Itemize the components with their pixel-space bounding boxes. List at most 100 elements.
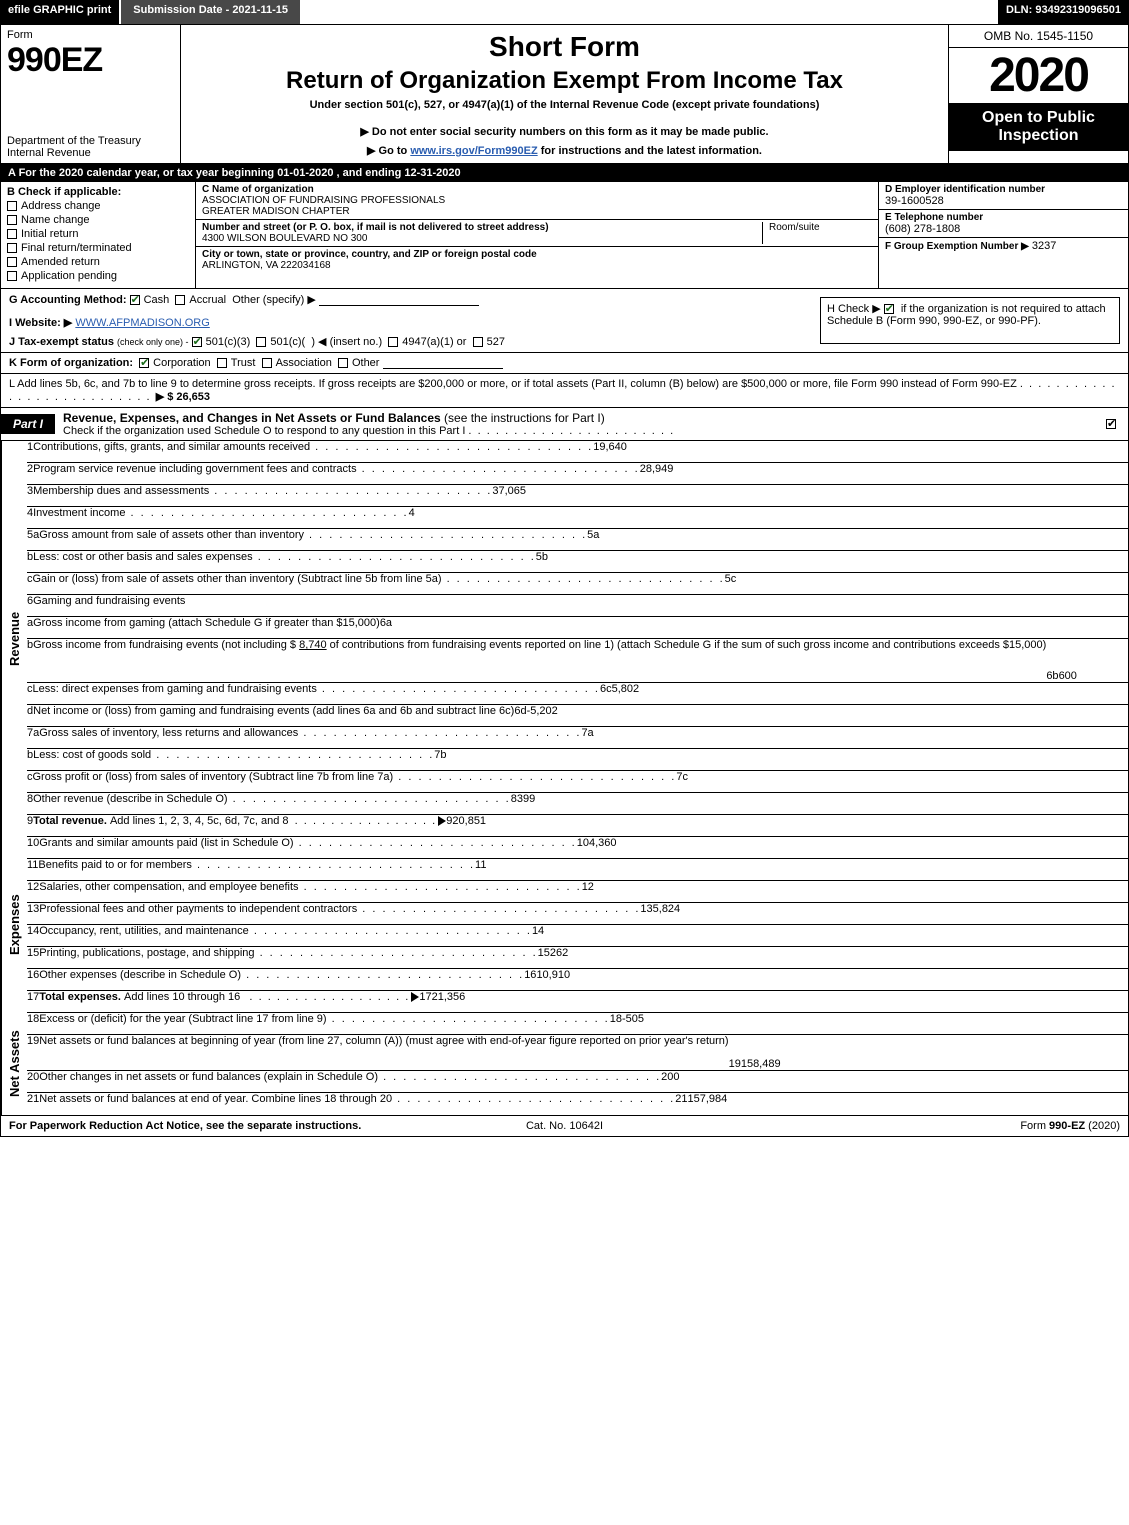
j-opt2-post: ) ◀ (insert no.)	[311, 336, 382, 348]
box-def: D Employer identification number 39-1600…	[878, 182, 1128, 288]
tel-label: E Telephone number	[885, 212, 1122, 223]
ln-17: 17	[27, 991, 39, 1012]
tel-value: (608) 278-1808	[885, 223, 1122, 235]
cb-part1-scho[interactable]	[1106, 419, 1116, 429]
expenses-block: Expenses 10Grants and similar amounts pa…	[0, 837, 1129, 1013]
num-5c: 5c	[725, 573, 737, 594]
row-l: L Add lines 5b, 6c, and 7b to line 9 to …	[0, 374, 1129, 408]
cb-other-org[interactable]	[338, 358, 348, 368]
topbar-spacer	[300, 0, 998, 24]
ln-16: 16	[27, 969, 39, 990]
amt-16: 10,910	[536, 969, 570, 990]
desc-8: Other revenue (describe in Schedule O)	[33, 793, 511, 814]
cb-trust[interactable]	[217, 358, 227, 368]
amt-15: 262	[550, 947, 568, 968]
cb-address-change-label: Address change	[21, 200, 101, 212]
goto-pre: ▶ Go to	[367, 145, 410, 157]
ein-value: 39-1600528	[885, 195, 1122, 207]
il-5a: 5a	[587, 529, 599, 550]
org-name-label: C Name of organization	[202, 184, 872, 195]
desc-6c: Less: direct expenses from gaming and fu…	[33, 683, 600, 704]
num-15: 15	[538, 947, 550, 968]
ln-5a: 5a	[27, 529, 39, 550]
form-word: Form	[7, 29, 174, 41]
net-assets-side-label: Net Assets	[1, 1013, 27, 1115]
desc-4: Investment income	[33, 507, 408, 528]
desc-6b: Gross income from fundraising events (no…	[33, 639, 1046, 682]
desc-9: Total revenue. Add lines 1, 2, 3, 4, 5c,…	[33, 815, 438, 836]
amt-10: 4,360	[589, 837, 617, 858]
amt-3: 7,065	[499, 485, 527, 506]
revenue-side-label: Revenue	[1, 441, 27, 837]
cb-address-change[interactable]	[7, 201, 17, 211]
desc-20: Other changes in net assets or fund bala…	[39, 1071, 661, 1092]
cb-501c3[interactable]	[192, 337, 202, 347]
page-footer: For Paperwork Reduction Act Notice, see …	[0, 1116, 1129, 1137]
cb-final-return[interactable]	[7, 243, 17, 253]
open-inspection: Open to Public Inspection	[949, 103, 1128, 151]
cb-assoc[interactable]	[262, 358, 272, 368]
org-name-1: ASSOCIATION OF FUNDRAISING PROFESSIONALS	[202, 195, 872, 206]
city-value: ARLINGTON, VA 222034168	[202, 260, 872, 271]
l-text: L Add lines 5b, 6c, and 7b to line 9 to …	[9, 378, 1017, 390]
amt-17: 21,356	[432, 991, 466, 1012]
under-section: Under section 501(c), 527, or 4947(a)(1)…	[191, 99, 938, 111]
cb-accrual[interactable]	[175, 295, 185, 305]
cb-cash[interactable]	[130, 295, 140, 305]
row-k: K Form of organization: Corporation Trus…	[0, 353, 1129, 374]
amt-18: -505	[622, 1013, 644, 1034]
cb-4947[interactable]	[388, 337, 398, 347]
l-amount: ▶ $ 26,653	[156, 391, 210, 403]
desc-15: Printing, publications, postage, and shi…	[39, 947, 537, 968]
ein-label: D Employer identification number	[885, 184, 1122, 195]
footer-left: For Paperwork Reduction Act Notice, see …	[9, 1120, 379, 1132]
desc-19: Net assets or fund balances at beginning…	[39, 1035, 728, 1070]
header-center: Short Form Return of Organization Exempt…	[181, 25, 948, 163]
cb-h[interactable]	[884, 304, 894, 314]
j-opt4: 527	[487, 336, 505, 348]
grp-value: 3237	[1032, 240, 1056, 252]
short-form-title: Short Form	[191, 31, 938, 63]
addr-value: 4300 WILSON BOULEVARD NO 300	[202, 233, 762, 244]
row-g: G Accounting Method: Cash Accrual Other …	[9, 293, 812, 348]
amt-20: 0	[673, 1071, 679, 1092]
cb-527[interactable]	[473, 337, 483, 347]
irs-link[interactable]: www.irs.gov/Form990EZ	[410, 145, 537, 157]
org-name-2: GREATER MADISON CHAPTER	[202, 206, 872, 217]
desc-14: Occupancy, rent, utilities, and maintena…	[39, 925, 532, 946]
desc-7b: Less: cost of goods sold	[33, 749, 434, 770]
amt-6d: -5,202	[527, 705, 558, 726]
num-6d: 6d	[514, 705, 526, 726]
cb-initial-return[interactable]	[7, 229, 17, 239]
cb-corp[interactable]	[139, 358, 149, 368]
num-14: 14	[532, 925, 544, 946]
g-other-field[interactable]	[319, 294, 479, 306]
amt-9: 20,851	[452, 815, 486, 836]
num-18: 18	[610, 1013, 622, 1034]
website-link[interactable]: WWW.AFPMADISON.ORG	[75, 317, 209, 329]
h-pre: H Check ▶	[827, 303, 881, 315]
desc-7a: Gross sales of inventory, less returns a…	[39, 727, 581, 748]
efile-print-label[interactable]: efile GRAPHIC print	[0, 0, 121, 24]
il-7a: 7a	[581, 727, 593, 748]
ln-11: 11	[27, 859, 38, 880]
cb-cash-label: Cash	[144, 294, 170, 306]
desc-6a: Gross income from gaming (attach Schedul…	[33, 617, 380, 638]
k-other-field[interactable]	[383, 357, 503, 369]
ln-21: 21	[27, 1093, 39, 1115]
desc-5c: Gain or (loss) from sale of assets other…	[33, 573, 725, 594]
cb-501c[interactable]	[256, 337, 266, 347]
cb-application-pending[interactable]	[7, 271, 17, 281]
ssn-note: ▶ Do not enter social security numbers o…	[191, 125, 938, 138]
cb-amended-return[interactable]	[7, 257, 17, 267]
j-note: (check only one) -	[117, 337, 189, 347]
city-label: City or town, state or province, country…	[202, 249, 872, 260]
ln-14: 14	[27, 925, 39, 946]
ln-18: 18	[27, 1013, 39, 1034]
desc-10: Grants and similar amounts paid (list in…	[39, 837, 577, 858]
row-gh: G Accounting Method: Cash Accrual Other …	[0, 289, 1129, 353]
il-6a: 6a	[380, 617, 392, 638]
omb-number: OMB No. 1545-1150	[949, 25, 1128, 48]
cb-name-change[interactable]	[7, 215, 17, 225]
desc-5b: Less: cost or other basis and sales expe…	[33, 551, 536, 572]
